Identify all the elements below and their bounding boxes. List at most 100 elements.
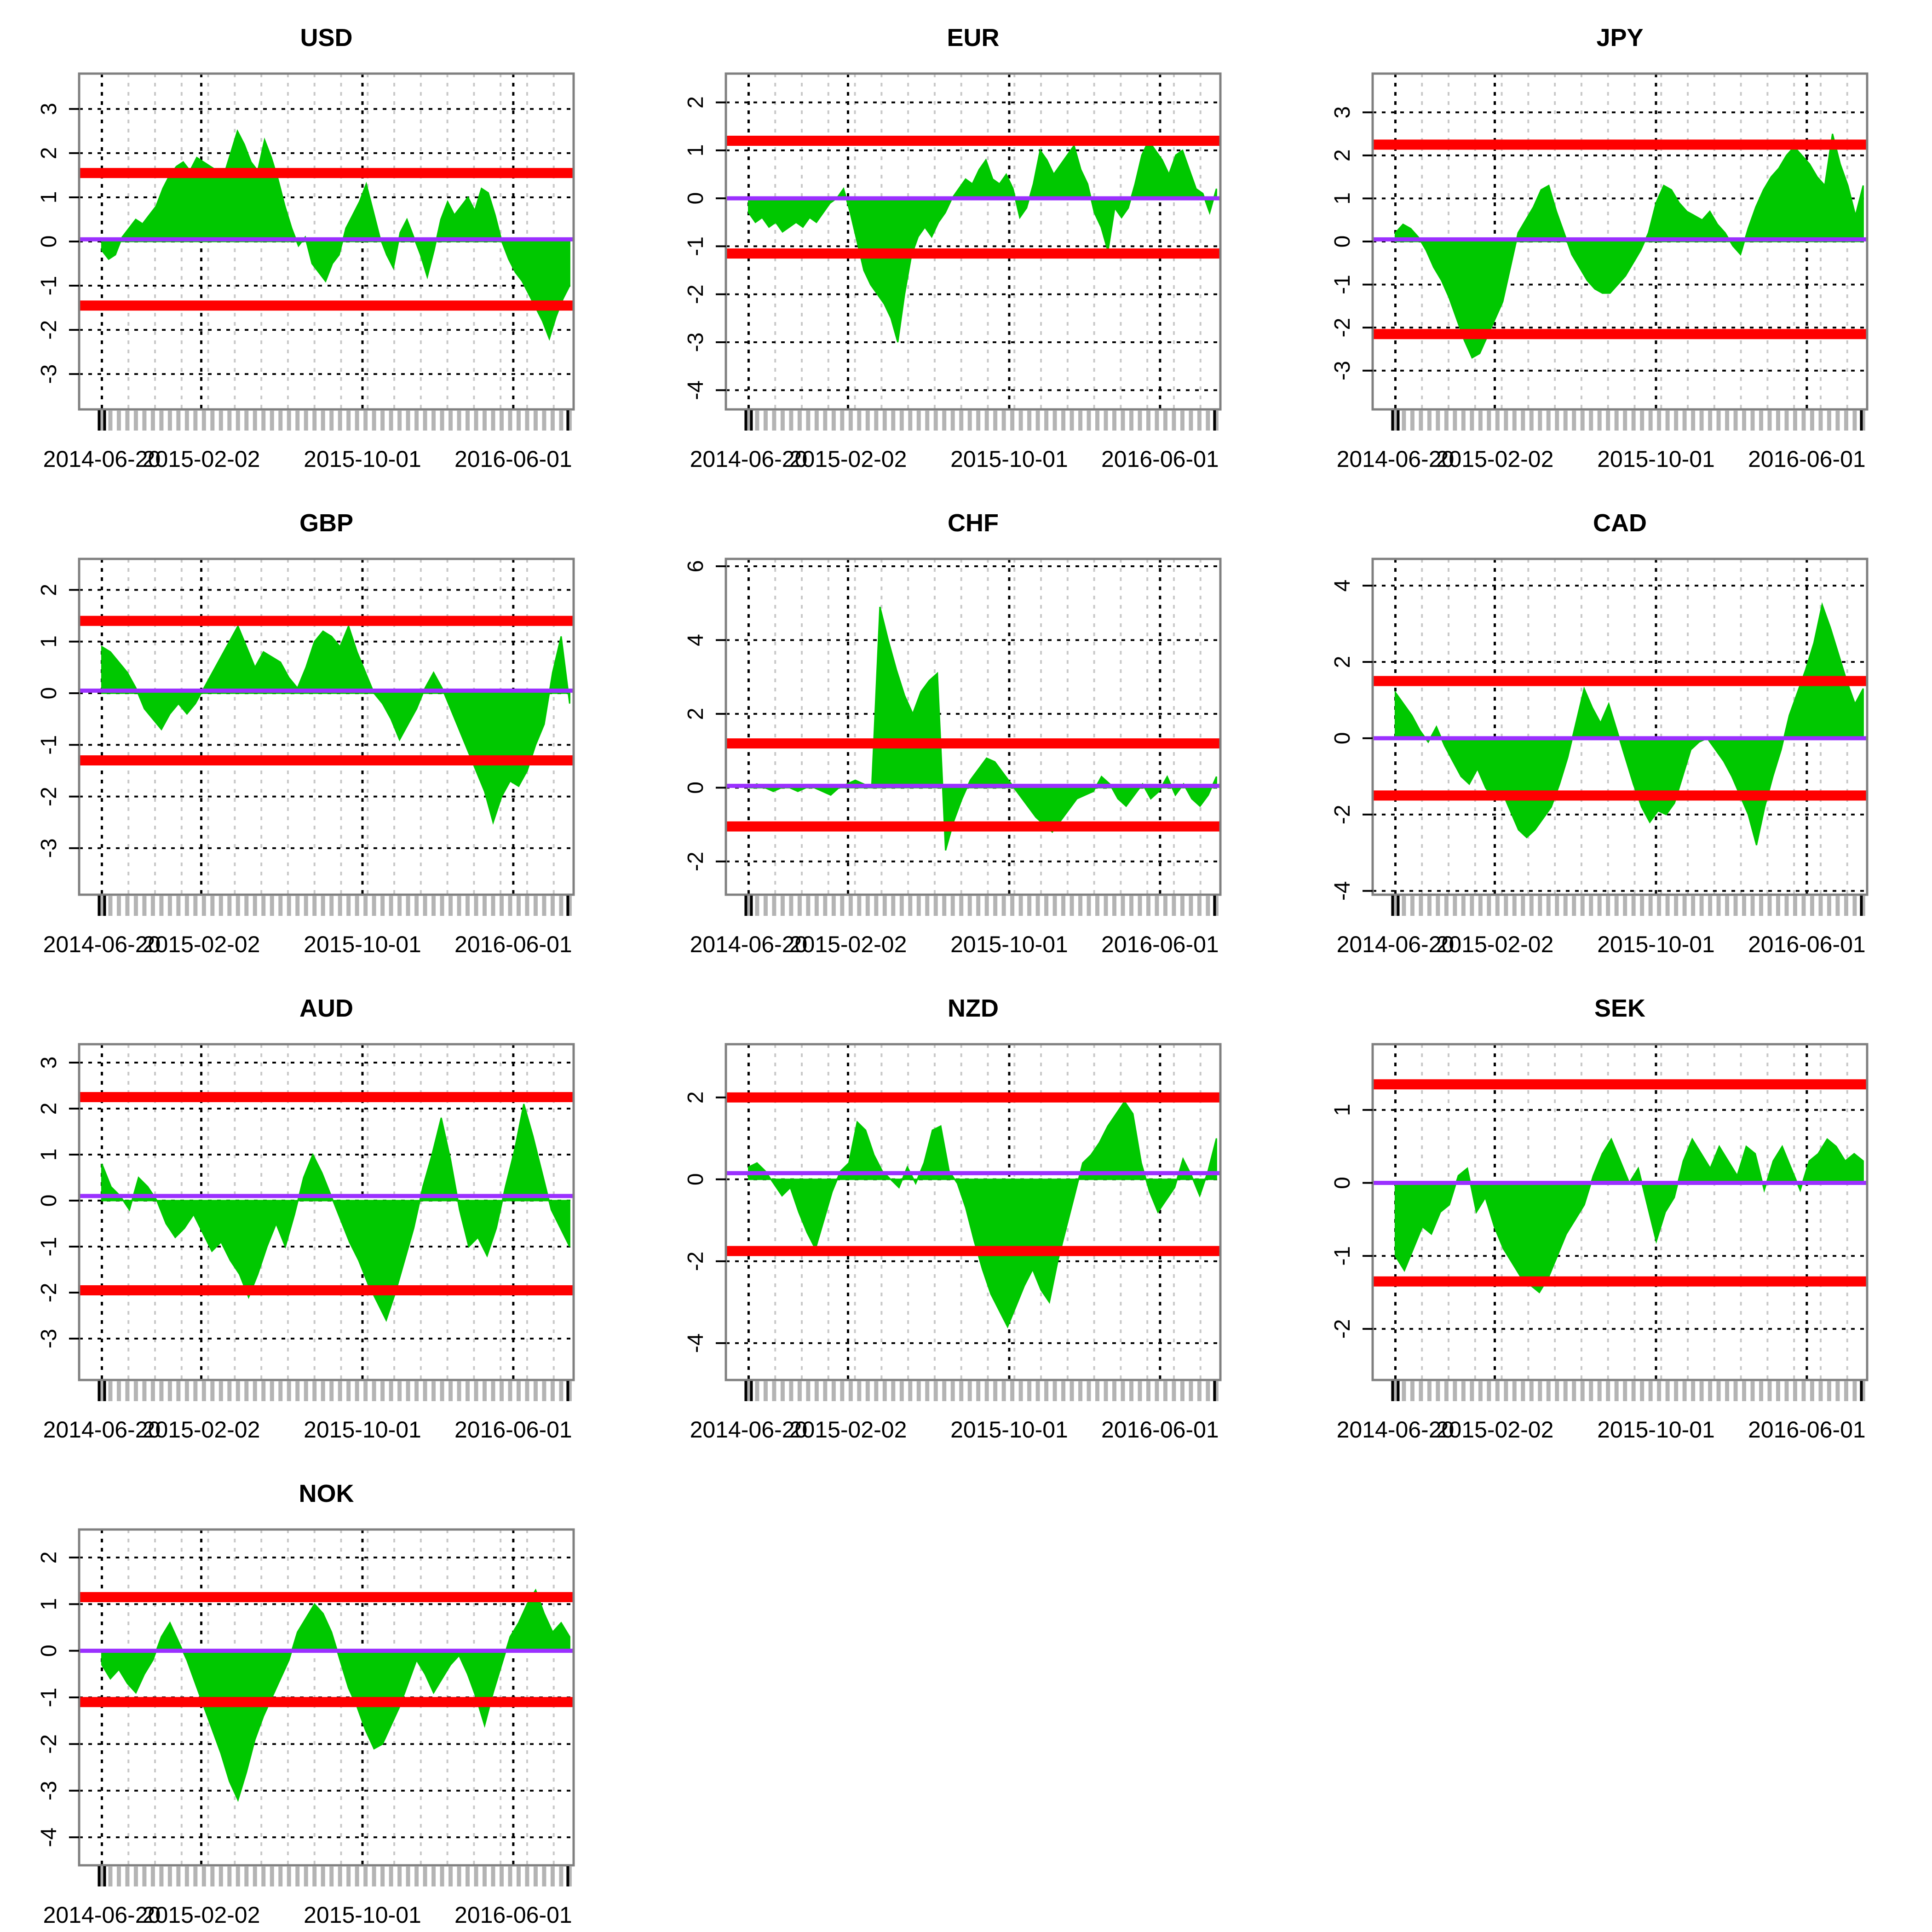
x-tick-label: 2015-02-02 [789, 1417, 907, 1443]
x-tick-label: 2014-06-20 [1337, 1417, 1455, 1443]
x-tick-label: 2015-10-01 [950, 1417, 1068, 1443]
y-tick-label: 0 [1330, 732, 1355, 745]
series-area [1394, 602, 1864, 845]
y-tick-label: 2 [37, 1551, 61, 1564]
y-tick-label: -4 [684, 380, 708, 400]
x-tick-label: 2016-06-01 [1101, 932, 1219, 957]
x-tick-label: 2015-02-02 [789, 446, 907, 472]
y-tick-label: 2 [1330, 656, 1355, 668]
x-tick-label: 2014-06-20 [690, 932, 808, 957]
x-tick-label: 2015-10-01 [950, 446, 1068, 472]
x-tick-label: 2015-10-01 [304, 932, 421, 957]
y-tick-label: -1 [37, 1237, 61, 1257]
date-rug [744, 1381, 1219, 1401]
y-tick-label: -4 [1330, 881, 1355, 901]
y-tick-label: -3 [1330, 361, 1355, 380]
y-tick-label: -3 [37, 1781, 61, 1800]
date-rug [98, 896, 572, 916]
x-tick-label: 2015-10-01 [304, 446, 421, 472]
x-tick-label: 2015-10-01 [1597, 1417, 1715, 1443]
x-tick-label: 2014-06-20 [1337, 932, 1455, 957]
series-area [748, 139, 1217, 343]
y-tick-label: 1 [37, 1149, 61, 1161]
series-area [748, 606, 1217, 851]
date-rug [744, 410, 1219, 431]
y-tick-label: 1 [1330, 1104, 1355, 1116]
panel-title: EUR [947, 24, 999, 52]
panel-title: CAD [1593, 509, 1647, 537]
y-tick-label: -2 [1330, 805, 1355, 824]
plot-frame [724, 558, 1222, 896]
x-tick-label: 2014-06-20 [43, 932, 161, 957]
date-rug [1391, 410, 1865, 431]
x-tick-label: 2015-02-02 [789, 932, 907, 957]
x-tick-label: 2014-06-20 [43, 1902, 161, 1928]
x-tick-label: 2015-10-01 [950, 932, 1068, 957]
y-tick-label: 1 [37, 1598, 61, 1610]
y-tick-label: -2 [37, 1283, 61, 1303]
y-tick-label: -2 [1330, 1319, 1355, 1339]
x-tick-label: 2016-06-01 [1748, 446, 1866, 472]
y-tick-label: -3 [684, 333, 708, 352]
series-area [1394, 133, 1864, 359]
y-tick-label: 1 [684, 144, 708, 157]
date-rug [98, 1866, 572, 1886]
date-rug [98, 1381, 572, 1401]
x-tick-label: 2016-06-01 [454, 446, 572, 472]
plot-frame [78, 1043, 575, 1381]
x-tick-label: 2014-06-20 [690, 446, 808, 472]
y-tick-label: 2 [37, 147, 61, 160]
y-tick-label: 2 [1330, 149, 1355, 161]
x-tick-label: 2014-06-20 [690, 1417, 808, 1443]
y-tick-label: -2 [684, 851, 708, 871]
y-tick-label: 6 [684, 560, 708, 573]
y-tick-label: 1 [37, 635, 61, 648]
y-tick-label: 2 [684, 708, 708, 720]
x-tick-label: 2016-06-01 [1748, 1417, 1866, 1443]
y-tick-label: 3 [37, 103, 61, 115]
x-tick-label: 2015-02-02 [1436, 446, 1554, 472]
plot-frame [724, 72, 1222, 411]
panel-title: NZD [948, 995, 999, 1022]
date-rug [98, 410, 572, 431]
y-tick-label: 1 [37, 191, 61, 204]
date-rug [1391, 1381, 1865, 1401]
y-tick-label: -1 [37, 276, 61, 296]
x-tick-label: 2015-10-01 [1597, 932, 1715, 957]
series-area [101, 1588, 570, 1802]
x-tick-label: 2016-06-01 [1748, 932, 1866, 957]
date-rug [744, 896, 1219, 916]
series-area [101, 129, 570, 341]
x-tick-label: 2015-10-01 [304, 1417, 421, 1443]
panel-title: GBP [299, 509, 353, 537]
y-tick-label: 0 [1330, 236, 1355, 248]
y-tick-label: 0 [684, 192, 708, 205]
y-tick-label: -1 [37, 735, 61, 755]
y-tick-label: 0 [1330, 1177, 1355, 1189]
y-tick-label: -1 [684, 236, 708, 256]
x-tick-label: 2016-06-01 [454, 1417, 572, 1443]
x-tick-label: 2015-02-02 [1436, 1417, 1554, 1443]
y-tick-label: -2 [1330, 318, 1355, 338]
y-tick-label: 1 [1330, 192, 1355, 205]
x-tick-label: 2016-06-01 [1101, 1417, 1219, 1443]
y-tick-label: -4 [684, 1334, 708, 1353]
y-tick-label: -2 [684, 284, 708, 304]
y-tick-label: 0 [684, 1173, 708, 1185]
plot-frame [1371, 558, 1869, 896]
y-tick-label: 2 [684, 96, 708, 109]
x-tick-label: 2015-02-02 [143, 932, 260, 957]
panel-title: AUD [299, 995, 353, 1022]
y-tick-label: -3 [37, 364, 61, 384]
x-tick-label: 2015-02-02 [143, 446, 260, 472]
series-area [101, 624, 570, 825]
